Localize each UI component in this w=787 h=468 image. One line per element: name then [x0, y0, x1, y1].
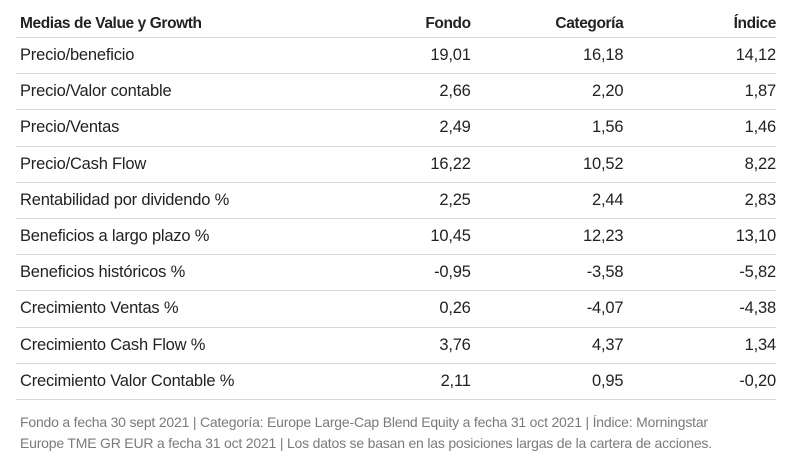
table-row: Beneficios a largo plazo % 10,45 12,23 1…	[16, 219, 776, 256]
table-row: Crecimiento Valor Contable % 2,11 0,95 -…	[16, 364, 776, 400]
fondo-value: 10,45	[430, 227, 471, 246]
table-row: Rentabilidad por dividendo % 2,25 2,44 2…	[16, 183, 776, 219]
fondo-value: 19,01	[430, 46, 471, 65]
row-label: Beneficios históricos %	[20, 263, 186, 282]
categoria-value: 2,44	[592, 190, 624, 209]
indice-value: 14,12	[735, 46, 776, 65]
indice-value: 8,22	[744, 154, 777, 173]
fondo-value: 2,25	[439, 190, 471, 209]
indice-value: 13,10	[735, 227, 776, 246]
row-label: Beneficios a largo plazo %	[20, 227, 210, 246]
row-label: Crecimiento Cash Flow %	[20, 335, 206, 354]
fondo-value: -0,95	[434, 263, 471, 282]
categoria-value: 1,56	[592, 118, 624, 137]
categoria-value: 12,23	[583, 227, 624, 246]
row-label: Crecimiento Ventas %	[20, 299, 179, 318]
table-row: Crecimiento Cash Flow % 3,76 4,37 1,34	[16, 328, 776, 364]
fondo-value: 2,11	[440, 371, 471, 390]
indice-value: 1,34	[744, 335, 777, 354]
fondo-value: 16,22	[430, 154, 471, 173]
indice-value: -4,38	[739, 299, 776, 318]
table-row: Crecimiento Ventas % 0,26 -4,07 -4,38	[16, 291, 776, 328]
row-label: Crecimiento Valor Contable %	[20, 371, 235, 390]
table-row: Precio/Ventas 2,49 1,56 1,46	[16, 110, 777, 147]
categoria-value: 4,37	[592, 335, 624, 354]
footnote: Fondo a fecha 30 sept 2021 | Categoría: …	[20, 412, 775, 454]
categoria-value: 0,95	[592, 371, 624, 390]
column-header-categoria: Categoría	[555, 14, 624, 32]
table-row: Beneficios históricos % -0,95 -3,58 -5,8…	[16, 255, 776, 292]
table-row: Precio/Valor contable 2,66 2,20 1,87	[16, 74, 777, 111]
indice-value: 2,83	[744, 190, 777, 209]
categoria-value: 2,20	[592, 82, 624, 101]
row-label: Precio/Valor contable	[20, 82, 172, 101]
fondo-value: 2,66	[439, 82, 471, 101]
categoria-value: 10,52	[583, 154, 624, 173]
categoria-value: -4,07	[586, 299, 624, 318]
fondo-value: 0,26	[439, 299, 471, 318]
row-label: Precio/beneficio	[20, 46, 135, 65]
categoria-value: -3,58	[586, 263, 624, 282]
table-row: Precio/beneficio 19,01 16,18 14,12	[16, 38, 776, 75]
fondo-value: 2,49	[439, 118, 471, 137]
value-growth-table: Medias de Value y Growth Fondo Categoría…	[16, 10, 776, 400]
table-header-row: Medias de Value y Growth Fondo Categoría…	[16, 10, 776, 38]
column-header-fondo: Fondo	[425, 14, 471, 32]
categoria-value: 16,18	[583, 46, 624, 65]
footnote-line-2: Europe TME GR EUR a fecha 31 oct 2021 | …	[20, 435, 712, 451]
table-title: Medias de Value y Growth	[20, 14, 202, 32]
indice-value: 1,87	[744, 82, 777, 101]
indice-value: -0,20	[739, 371, 776, 390]
footnote-line-1: Fondo a fecha 30 sept 2021 | Categoría: …	[20, 414, 708, 430]
row-label: Precio/Cash Flow	[20, 154, 147, 173]
row-label: Rentabilidad por dividendo %	[20, 190, 230, 209]
row-label: Precio/Ventas	[20, 118, 120, 137]
indice-value: 1,46	[744, 118, 777, 137]
table-row: Precio/Cash Flow 16,22 10,52 8,22	[16, 147, 776, 183]
indice-value: -5,82	[739, 263, 776, 282]
fondo-value: 3,76	[439, 335, 471, 354]
column-header-indice: Índice	[733, 14, 777, 32]
